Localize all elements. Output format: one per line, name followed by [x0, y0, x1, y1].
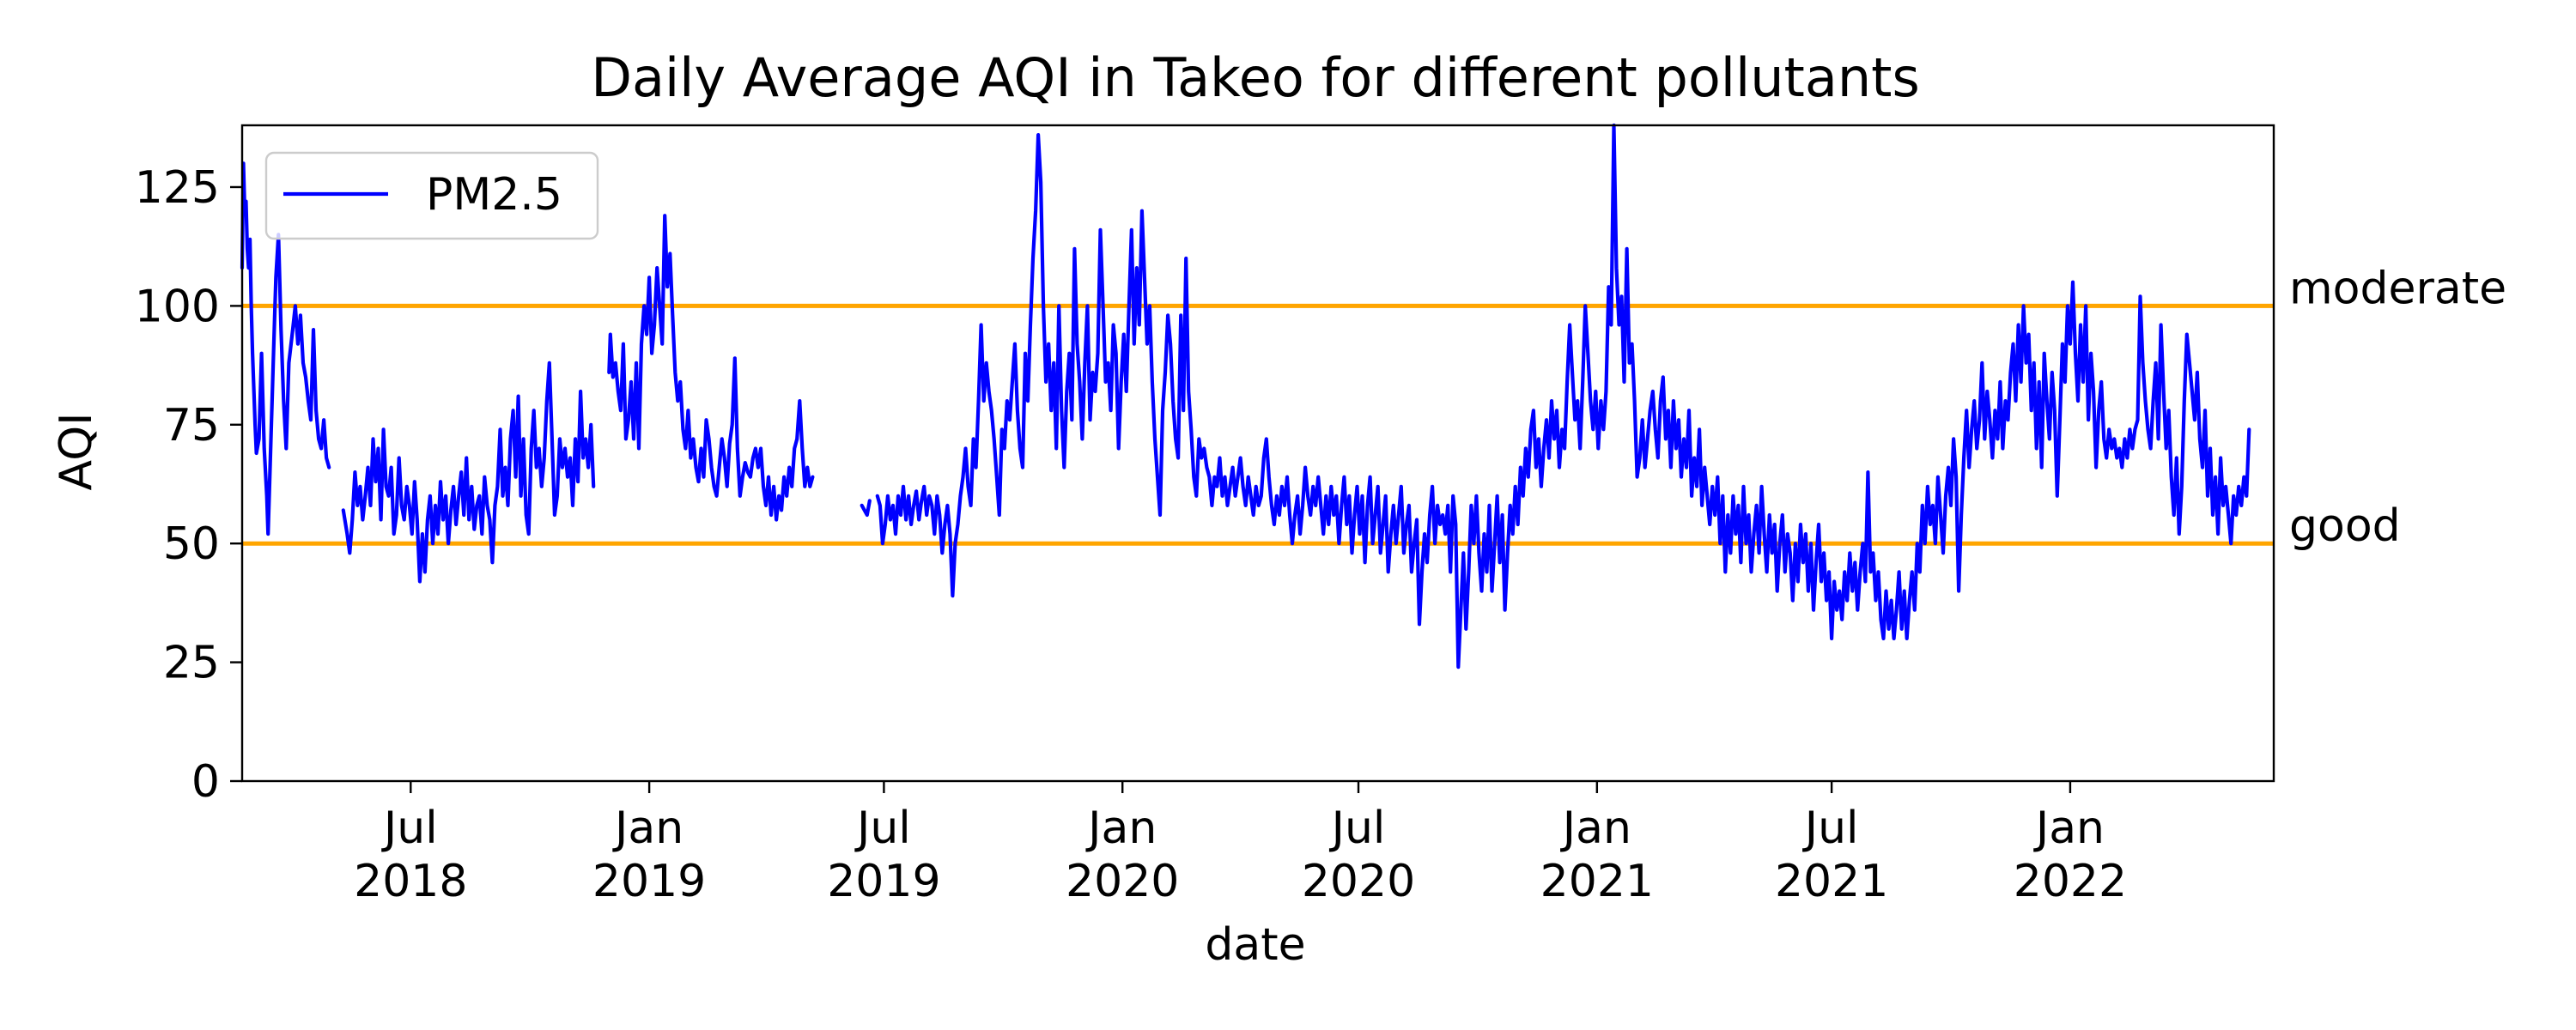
x-tick-label-month: Jan	[612, 803, 683, 854]
x-axis-label: date	[1205, 919, 1305, 971]
y-tick-label: 100	[135, 281, 220, 332]
x-tick-label-year: 2021	[1540, 856, 1654, 907]
series-line-segment	[607, 214, 815, 522]
y-axis: 0 25 50 75 100 125	[135, 162, 242, 808]
x-tick-label-year: 2020	[1066, 856, 1179, 907]
x-axis: Jul2018Jan2019Jul2019Jan2020Jul2020Jan20…	[354, 781, 2127, 907]
y-tick-label: 0	[191, 756, 220, 808]
x-tick-label-year: 2020	[1302, 856, 1415, 907]
x-tick-label-month: Jan	[1085, 803, 1157, 854]
y-tick-label: 125	[135, 162, 220, 214]
legend: PM2.5	[264, 151, 599, 240]
legend-box	[264, 151, 599, 240]
y-tick-label: 25	[163, 638, 220, 689]
chart-title: Daily Average AQI in Takeo for different…	[591, 46, 1920, 109]
x-tick-label-year: 2019	[592, 856, 706, 907]
x-tick-label-month: Jul	[1329, 803, 1386, 854]
x-tick-label-month: Jul	[1802, 803, 1859, 854]
series-layer	[240, 123, 2251, 670]
x-tick-label-year: 2022	[2014, 856, 2127, 907]
x-tick-label-month: Jan	[2033, 803, 2105, 854]
x-tick-label-month: Jul	[381, 803, 438, 854]
y-tick-label: 50	[163, 518, 220, 570]
series-line-segment	[341, 360, 596, 584]
series-line-segment	[875, 123, 2251, 670]
x-tick-label-year: 2018	[354, 856, 467, 907]
x-tick-label-month: Jul	[854, 803, 911, 854]
series-line-segment	[860, 499, 872, 518]
reference-label-moderate: moderate	[2289, 263, 2506, 314]
x-tick-label-year: 2021	[1775, 856, 1888, 907]
x-tick-label-month: Jan	[1560, 803, 1631, 854]
x-tick-label-year: 2019	[827, 856, 940, 907]
plot-frame	[240, 124, 2275, 783]
legend-entry-label: PM2.5	[426, 169, 562, 221]
y-axis-label: AQI	[51, 413, 102, 491]
y-tick-label: 75	[163, 400, 220, 451]
reference-label-good: good	[2289, 500, 2401, 552]
